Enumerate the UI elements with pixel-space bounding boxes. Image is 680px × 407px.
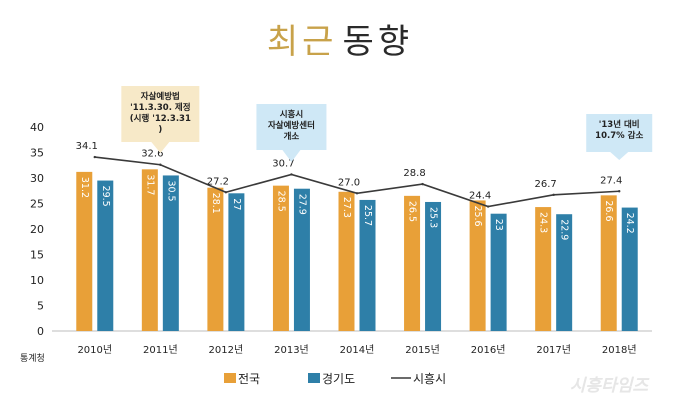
bar-value-label: 24.2	[624, 213, 635, 234]
bar-value-label: 26.5	[407, 201, 418, 222]
bar-national	[76, 171, 93, 331]
bar-gyeonggi	[556, 214, 573, 331]
annotation-text: 10.7% 감소	[595, 130, 643, 141]
watermark: 시흥타임즈	[570, 376, 651, 396]
line-value-label: 26.7	[535, 179, 557, 190]
annotation-text: '13년 대비	[599, 119, 640, 130]
x-tick-label: 2013년	[274, 344, 309, 356]
x-tick-label: 2016년	[471, 344, 506, 356]
legend-label: 경기도	[322, 372, 355, 386]
bar-national	[141, 169, 158, 331]
line-value-label: 34.1	[76, 141, 98, 152]
bar-national	[338, 191, 355, 331]
bar-value-label: 28.1	[210, 193, 221, 214]
annotation-callout	[586, 114, 653, 160]
y-tick-label: 0	[37, 325, 44, 338]
bar-gyeonggi	[425, 201, 442, 331]
line-value-label: 28.8	[403, 168, 425, 179]
bar-value-label: 30.5	[165, 180, 176, 201]
bar-value-label: 28.5	[275, 191, 286, 212]
title-part-2: 동향	[342, 22, 414, 62]
bar-value-label: 27.9	[296, 194, 307, 215]
annotation-text: 개소	[284, 131, 300, 142]
legend-label: 시흥시	[413, 372, 446, 386]
x-tick-label: 2014년	[340, 344, 375, 356]
bar-national	[404, 195, 421, 331]
line-value-label: 27.4	[600, 175, 622, 186]
bar-value-label: 27.3	[341, 197, 352, 218]
annotation-text: 자살예방센터	[268, 120, 315, 131]
annotation-text: '11.3.30. 제정	[130, 102, 190, 113]
bar-gyeonggi	[162, 175, 179, 331]
x-tick-label: 2017년	[536, 344, 571, 356]
line-point	[93, 155, 96, 159]
legend-swatch	[224, 373, 236, 383]
x-tick-label: 2011년	[143, 344, 178, 356]
line-point	[290, 173, 293, 176]
bar-gyeonggi	[97, 180, 114, 331]
bar-value-label: 25.3	[428, 207, 439, 228]
line-point	[355, 192, 359, 195]
bar-gyeonggi	[228, 193, 245, 331]
bar-national	[535, 207, 552, 331]
line-value-label: 27.2	[207, 176, 229, 187]
source-label: 통계청	[20, 352, 45, 364]
annotation-text: )	[158, 125, 162, 135]
bar-value-label: 29.5	[100, 186, 111, 207]
bar-national	[600, 195, 617, 331]
bar-gyeonggi	[293, 188, 310, 331]
y-tick-label: 25	[30, 198, 44, 211]
annotation-text: 시흥시	[280, 109, 303, 120]
chart-title: 최근 동향	[0, 14, 680, 63]
y-tick-label: 15	[30, 249, 44, 262]
legend-swatch	[308, 373, 320, 383]
x-tick-label: 2018년	[602, 344, 637, 356]
bar-gyeonggi	[359, 199, 376, 331]
line-point	[421, 182, 424, 186]
line-value-label: 32.6	[141, 149, 163, 160]
bar-national	[469, 200, 486, 331]
line-point	[552, 193, 555, 197]
bar-value-label: 31.2	[79, 177, 90, 198]
y-tick-label: 30	[30, 172, 44, 185]
y-tick-label: 40	[30, 121, 44, 134]
line-point	[486, 205, 490, 208]
bar-value-label: 23	[493, 219, 504, 231]
line-point	[224, 191, 228, 194]
annotation-callout	[256, 104, 327, 162]
y-tick-label: 20	[30, 223, 44, 236]
x-tick-label: 2012년	[209, 344, 244, 356]
bar-value-label: 27	[231, 198, 242, 210]
y-tick-label: 5	[37, 300, 44, 313]
bar-value-label: 26.6	[603, 200, 614, 221]
bar-value-label: 25.7	[362, 205, 373, 226]
annotation-callout	[121, 86, 200, 153]
title-part-1: 최근	[266, 22, 338, 62]
line-point	[618, 190, 621, 193]
bar-national	[207, 187, 224, 331]
line-value-label: 30.7	[272, 158, 294, 169]
annotation-text: (시행 '12.3.31	[130, 113, 191, 124]
line-point	[159, 163, 162, 166]
bar-value-label: 25.6	[472, 205, 483, 226]
bar-value-label: 22.9	[559, 219, 570, 240]
annotation-text: 자살예방법	[141, 91, 180, 102]
legend-label: 전국	[238, 372, 260, 386]
x-tick-label: 2010년	[77, 344, 112, 356]
bar-gyeonggi	[621, 207, 638, 331]
bar-value-label: 31.7	[144, 174, 155, 195]
x-tick-label: 2015년	[405, 344, 440, 356]
line-value-label: 27.0	[338, 177, 360, 188]
y-tick-label: 35	[30, 147, 44, 160]
y-tick-label: 10	[30, 274, 44, 287]
line-value-label: 24.4	[469, 191, 491, 202]
bar-national	[272, 185, 289, 331]
bar-gyeonggi	[490, 213, 507, 331]
bar-value-label: 24.3	[538, 212, 549, 233]
